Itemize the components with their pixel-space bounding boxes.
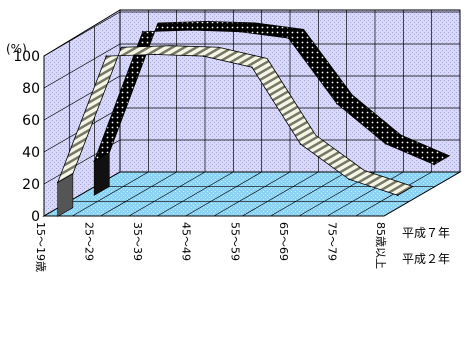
floor-gridline <box>213 171 291 217</box>
legend-label: 平成７年 <box>402 226 450 240</box>
floor-gridline <box>128 171 206 217</box>
y-tick-label: 0 <box>31 209 40 225</box>
y-tick-label: 100 <box>13 49 40 65</box>
series-ribbon <box>56 45 414 196</box>
data-point <box>384 142 387 145</box>
svg-text:25～29: 25～29 <box>83 222 96 261</box>
floor-gridline <box>383 171 461 217</box>
data-point <box>239 30 241 33</box>
svg-text:85歳以上: 85歳以上 <box>374 222 387 269</box>
y-tick-label: 80 <box>22 81 40 97</box>
x-tick-label: 25～29 <box>83 222 96 261</box>
data-point <box>396 194 399 197</box>
floor-gridline <box>270 171 347 217</box>
data-point <box>299 143 302 145</box>
data-point <box>141 30 144 33</box>
svg-text:75～79: 75～79 <box>325 222 338 261</box>
svg-text:65～69: 65～69 <box>277 222 290 261</box>
svg-text:35～39: 35～39 <box>131 222 144 261</box>
x-tick-label: 35～39 <box>131 222 144 261</box>
x-axis: 15～19歳 25～29 35～39 45～49 55～59 65～69 75～79 85歳以… <box>34 222 387 272</box>
x-tick-label: 55～59 <box>228 222 241 261</box>
y-unit-label: (%) <box>6 42 27 56</box>
data-point <box>336 102 338 105</box>
svg-text:55～59: 55～59 <box>228 222 241 261</box>
data-point <box>93 160 95 163</box>
x-tick-label: 85歳以上 <box>374 222 387 269</box>
floor-gridline <box>72 171 149 217</box>
x-tick-label: 15～19歳 <box>34 222 47 272</box>
data-point <box>287 37 290 39</box>
data-point <box>154 53 156 56</box>
series-ribbon-end <box>93 152 110 196</box>
data-point <box>190 29 193 31</box>
floor-gridline <box>242 171 319 217</box>
y-tick-label: 20 <box>22 177 40 193</box>
legend-label: 平成２年 <box>402 252 450 266</box>
x-tick-label: 75～79 <box>325 222 338 261</box>
data-point <box>348 178 350 181</box>
floor-gridline <box>157 171 234 217</box>
y-tick-label: 60 <box>22 113 40 129</box>
data-point <box>433 163 435 166</box>
x-tick-label: 45～49 <box>180 222 193 261</box>
data-point <box>56 181 59 184</box>
svg-text:45～49: 45～49 <box>180 222 193 261</box>
data-point <box>251 66 253 69</box>
data-point <box>105 55 108 57</box>
floor-gridline <box>185 171 262 217</box>
y-tick-label: 40 <box>22 145 40 161</box>
x-tick-label: 65～69 <box>277 222 290 261</box>
series-ribbon-end <box>57 173 74 218</box>
series-ribbon <box>93 20 451 166</box>
data-point <box>202 55 205 57</box>
ribbons <box>56 20 451 218</box>
svg-text:15～19歳: 15～19歳 <box>34 222 47 272</box>
y-axis: (%) 0 20 40 60 80 100 <box>6 42 40 225</box>
floor-gridline <box>100 171 177 217</box>
